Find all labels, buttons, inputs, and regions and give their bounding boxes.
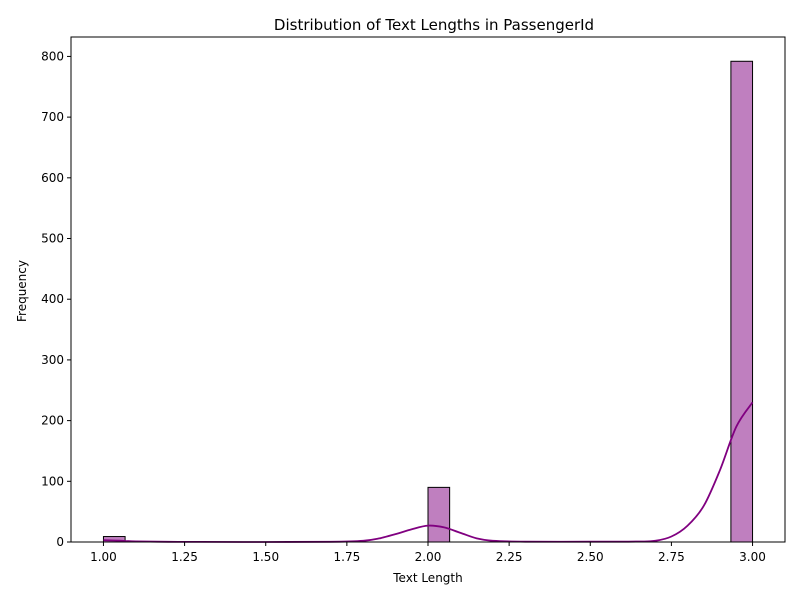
x-tick-label-5: 2.25 bbox=[496, 550, 523, 564]
y-tick-label-2: 200 bbox=[41, 414, 64, 428]
x-axis-label: Text Length bbox=[392, 571, 462, 585]
x-tick-label-3: 1.75 bbox=[334, 550, 361, 564]
y-tick-label-8: 800 bbox=[41, 49, 64, 63]
x-tick-label-0: 1.00 bbox=[90, 550, 117, 564]
histogram-bar-2 bbox=[730, 60, 754, 543]
x-tick-label-7: 2.75 bbox=[658, 550, 685, 564]
y-tick-label-6: 600 bbox=[41, 171, 64, 185]
y-tick-label-7: 700 bbox=[41, 110, 64, 124]
x-tick-label-4: 2.00 bbox=[415, 550, 442, 564]
x-tick-label-8: 3.00 bbox=[739, 550, 766, 564]
histogram-bar-1 bbox=[427, 486, 451, 543]
x-tick-label-2: 1.50 bbox=[252, 550, 279, 564]
x-axis-ticks: 1.00 1.25 1.50 1.75 2.00 2.25 2.50 2.75 3.00 bbox=[90, 542, 766, 564]
bars-group bbox=[102, 60, 754, 543]
y-tick-label-4: 400 bbox=[41, 292, 64, 306]
chart-title: Distribution of Text Lengths in Passenge… bbox=[274, 16, 594, 34]
y-tick-label-1: 100 bbox=[41, 474, 64, 488]
y-tick-label-5: 500 bbox=[41, 232, 64, 246]
y-axis-label: Frequency bbox=[15, 260, 29, 322]
x-tick-label-1: 1.25 bbox=[171, 550, 198, 564]
y-axis-ticks: 0 100 200 300 400 500 600 700 800 bbox=[41, 49, 71, 549]
y-tick-label-3: 300 bbox=[41, 353, 64, 367]
x-tick-label-6: 2.50 bbox=[577, 550, 604, 564]
plot-frame bbox=[70, 36, 786, 543]
y-tick-label-0: 0 bbox=[56, 535, 64, 549]
